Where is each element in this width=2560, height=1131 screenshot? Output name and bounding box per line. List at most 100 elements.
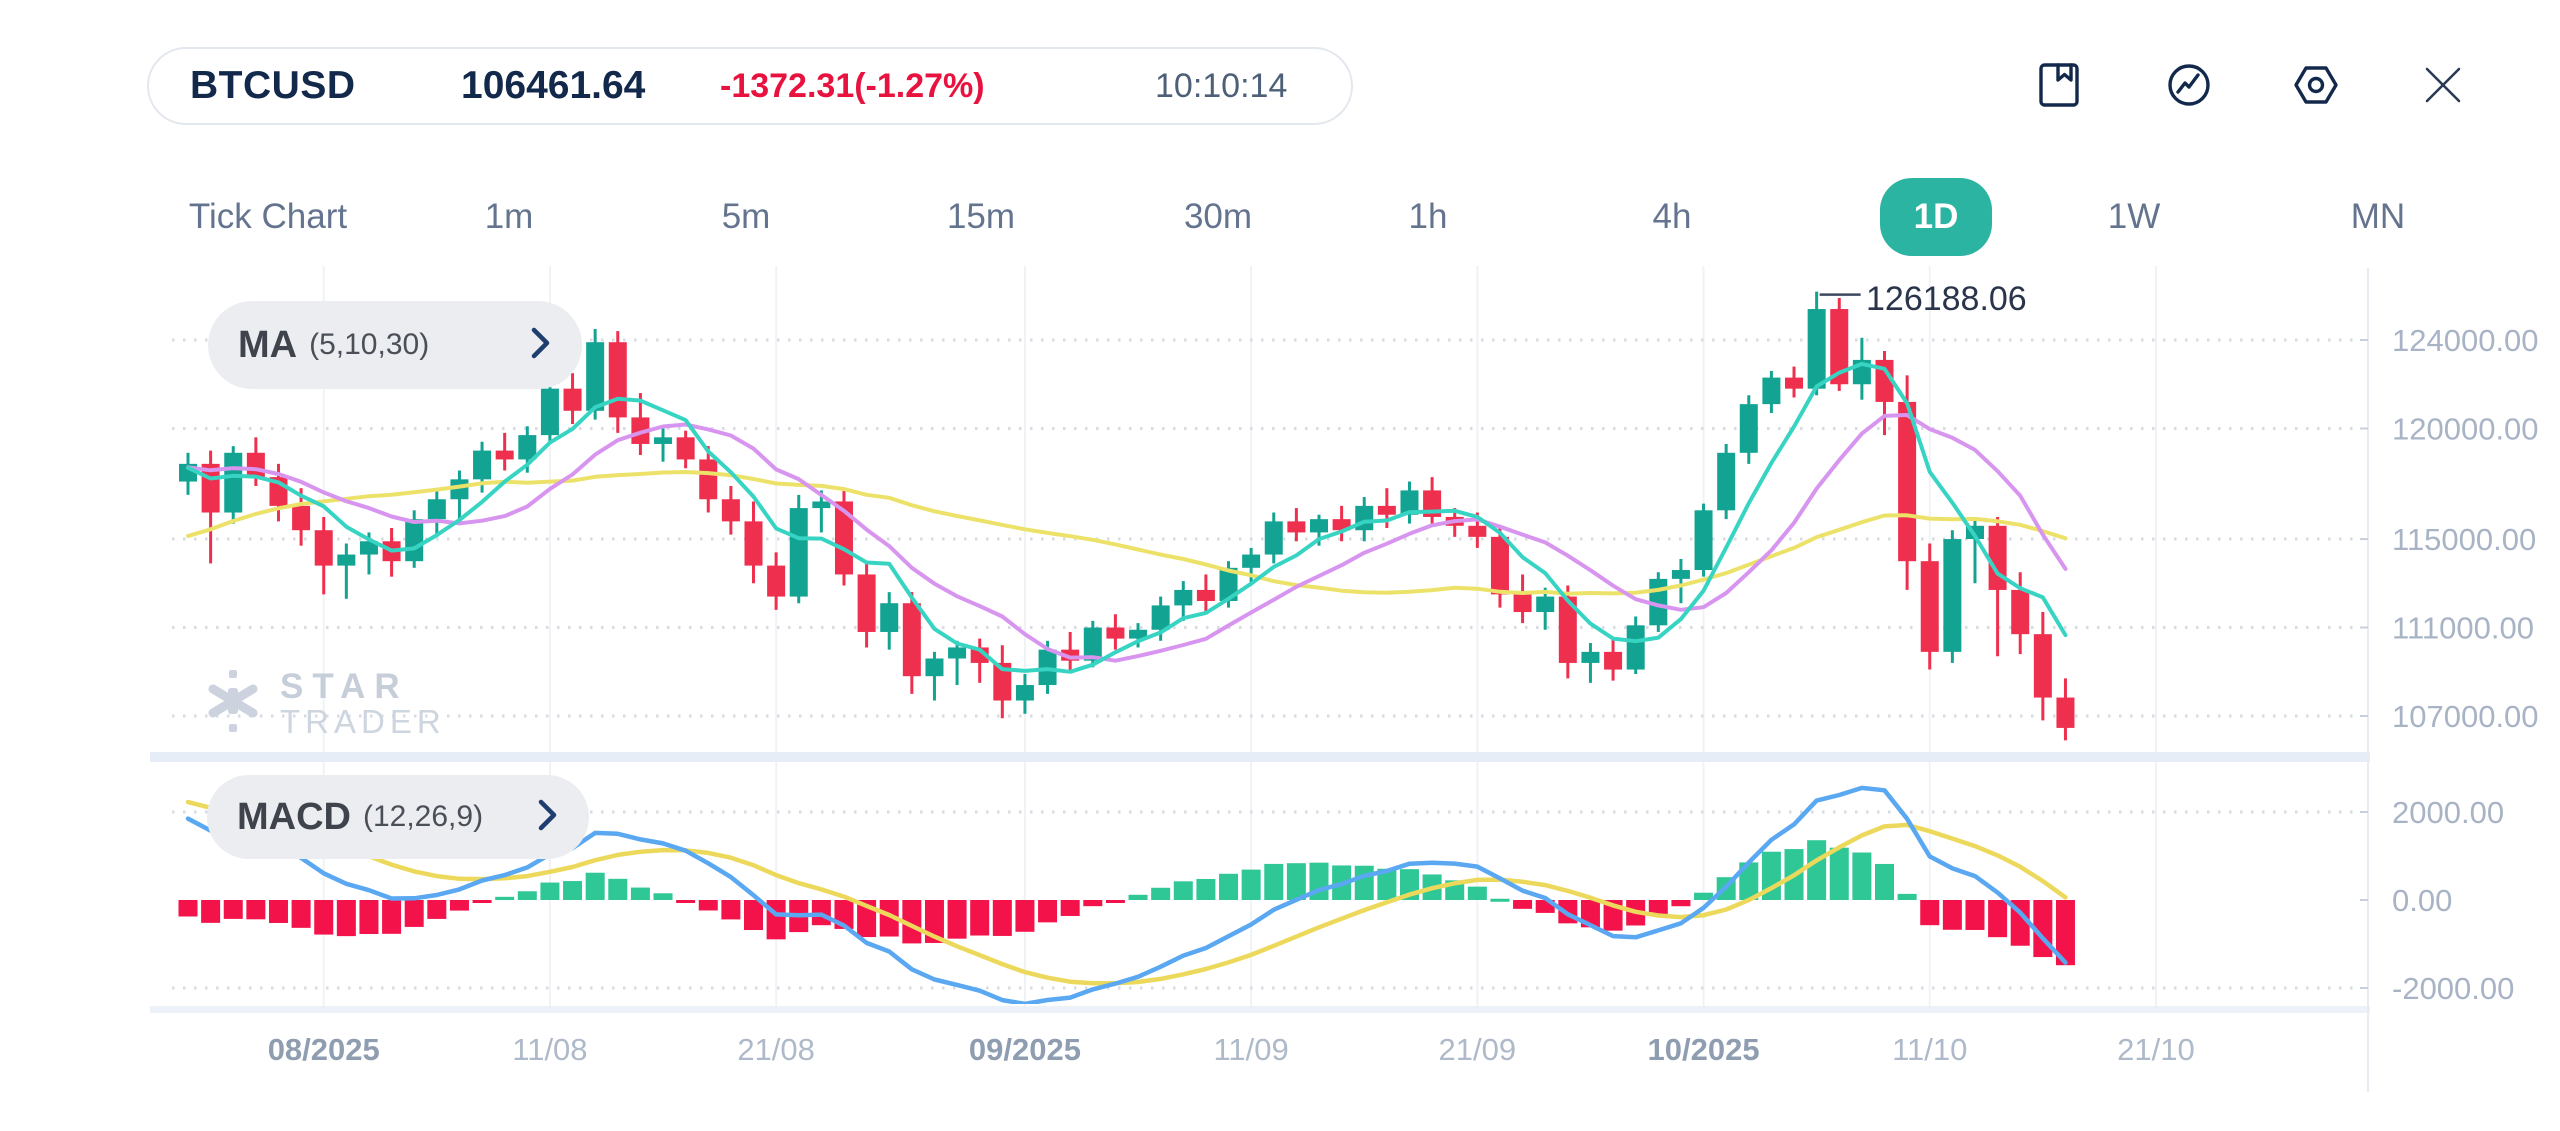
tab-4h[interactable]: 4h	[1641, 178, 1704, 256]
macd-indicator-pill[interactable]: MACD (12,26,9)	[207, 775, 589, 859]
macd-histogram-bar	[517, 891, 537, 900]
candle-body	[540, 388, 559, 436]
candle-body	[1807, 309, 1826, 389]
candle-body	[518, 435, 537, 460]
candle-body	[699, 459, 718, 500]
macd-histogram-bar	[970, 900, 990, 936]
macd-histogram-bar	[449, 900, 469, 911]
macd-histogram-bar	[1128, 894, 1148, 900]
macd-histogram-bar	[268, 900, 288, 923]
candle-body	[1536, 596, 1555, 613]
ma-label: MA	[238, 323, 298, 366]
candle-body	[880, 603, 899, 632]
date-axis-label: 11/09	[1213, 1032, 1288, 1067]
tab-mn[interactable]: MN	[2339, 178, 2417, 256]
candle-body	[405, 519, 424, 562]
candle-body	[1377, 505, 1396, 515]
price-axis-label: 124000.00	[2392, 323, 2539, 358]
candle-body	[721, 499, 740, 522]
tab-1h[interactable]: 1h	[1397, 178, 1460, 256]
settings-icon[interactable]	[2291, 60, 2341, 110]
price-axis-label: 115000.00	[2392, 522, 2536, 557]
indicator-icon[interactable]	[2164, 60, 2214, 110]
ma-indicator-pill[interactable]: MA (5,10,30)	[208, 301, 582, 389]
macd-layer	[178, 785, 2075, 1004]
candle-body	[1671, 570, 1690, 579]
candle-body	[789, 508, 808, 597]
macd-histogram-bar	[879, 900, 899, 937]
macd-histogram-bar	[902, 900, 922, 944]
date-axis-label: 10/2025	[1648, 1032, 1760, 1067]
ma-lines-layer	[186, 361, 2068, 674]
macd-histogram-bar	[1151, 887, 1171, 900]
tab-15m[interactable]: 15m	[935, 178, 1027, 256]
macd-axis-label: 2000.00	[2392, 795, 2504, 830]
candle-body	[427, 499, 446, 520]
candle-body	[608, 342, 627, 418]
macd-histogram-bar	[1196, 878, 1216, 900]
macd-histogram-bar	[1694, 892, 1714, 900]
candle-body	[812, 501, 831, 509]
macd-histogram-bar	[1490, 898, 1510, 902]
macd-histogram-bar	[1513, 900, 1533, 909]
macd-label: MACD	[237, 795, 351, 838]
candle-body	[1400, 490, 1419, 515]
candle-body	[1830, 309, 1849, 385]
candle-body	[902, 603, 921, 677]
date-axis-label: 08/2025	[268, 1032, 380, 1067]
tab-1m[interactable]: 1m	[473, 178, 546, 256]
macd-histogram-bar	[404, 900, 424, 927]
candle-body	[1490, 536, 1509, 595]
candle-body	[1174, 589, 1193, 606]
candle-body	[1604, 651, 1623, 670]
bookmark-icon[interactable]	[2034, 60, 2084, 110]
candle-body	[1287, 521, 1306, 533]
macd-histogram-bar	[246, 900, 266, 920]
price-axis-label: 107000.00	[2392, 699, 2539, 734]
macd-histogram-bar	[1829, 847, 1849, 900]
macd-histogram-bar	[563, 881, 583, 900]
macd-histogram-bar	[653, 893, 673, 900]
candle-body	[1129, 629, 1148, 639]
macd-axis-label: -2000.00	[2392, 971, 2514, 1006]
candle-body	[767, 565, 786, 597]
tab-1d[interactable]: 1D	[1880, 178, 1992, 256]
candle-body	[1219, 567, 1238, 601]
tab-30m[interactable]: 30m	[1172, 178, 1264, 256]
candle-body	[1875, 359, 1894, 402]
date-axis-label: 11/10	[1892, 1032, 1967, 1067]
candle-body	[1626, 625, 1645, 670]
tab-5m[interactable]: 5m	[710, 178, 783, 256]
macd-histogram-bar	[495, 896, 515, 900]
candle-body	[1785, 377, 1804, 389]
macd-histogram-bar	[992, 900, 1012, 936]
macd-histogram-bar	[947, 900, 967, 939]
candle-body	[1015, 685, 1034, 701]
candle-body	[857, 574, 876, 632]
date-axis-label: 21/10	[2117, 1032, 2195, 1067]
candle-body	[246, 452, 265, 478]
macd-histogram-bar	[721, 900, 741, 920]
macd-histogram-bar	[291, 900, 311, 928]
tab-tick-chart[interactable]: Tick Chart	[177, 178, 359, 256]
candle-body	[1083, 627, 1102, 661]
tab-1w[interactable]: 1W	[2096, 178, 2173, 256]
candle-body	[1717, 452, 1736, 511]
macd-histogram-bar	[2055, 900, 2075, 966]
macd-histogram-bar	[314, 900, 334, 935]
date-axis-label: 11/08	[512, 1032, 587, 1067]
candle-body	[1898, 401, 1917, 562]
last-price: 106461.64	[461, 64, 646, 107]
candle-body	[676, 437, 695, 460]
macd-axis-label: 0.00	[2392, 883, 2452, 918]
candle-body	[473, 450, 492, 480]
macd-histogram-bar	[1083, 900, 1103, 907]
timeframe-tabs: Tick Chart 1m 5m 15m 30m 1h 4h 1D 1W MN	[0, 178, 2560, 258]
macd-histogram-bar	[1286, 863, 1306, 900]
candle-body	[224, 452, 243, 513]
close-icon[interactable]	[2418, 60, 2468, 110]
macd-params: (12,26,9)	[362, 800, 484, 833]
macd-histogram-bar	[359, 900, 379, 935]
